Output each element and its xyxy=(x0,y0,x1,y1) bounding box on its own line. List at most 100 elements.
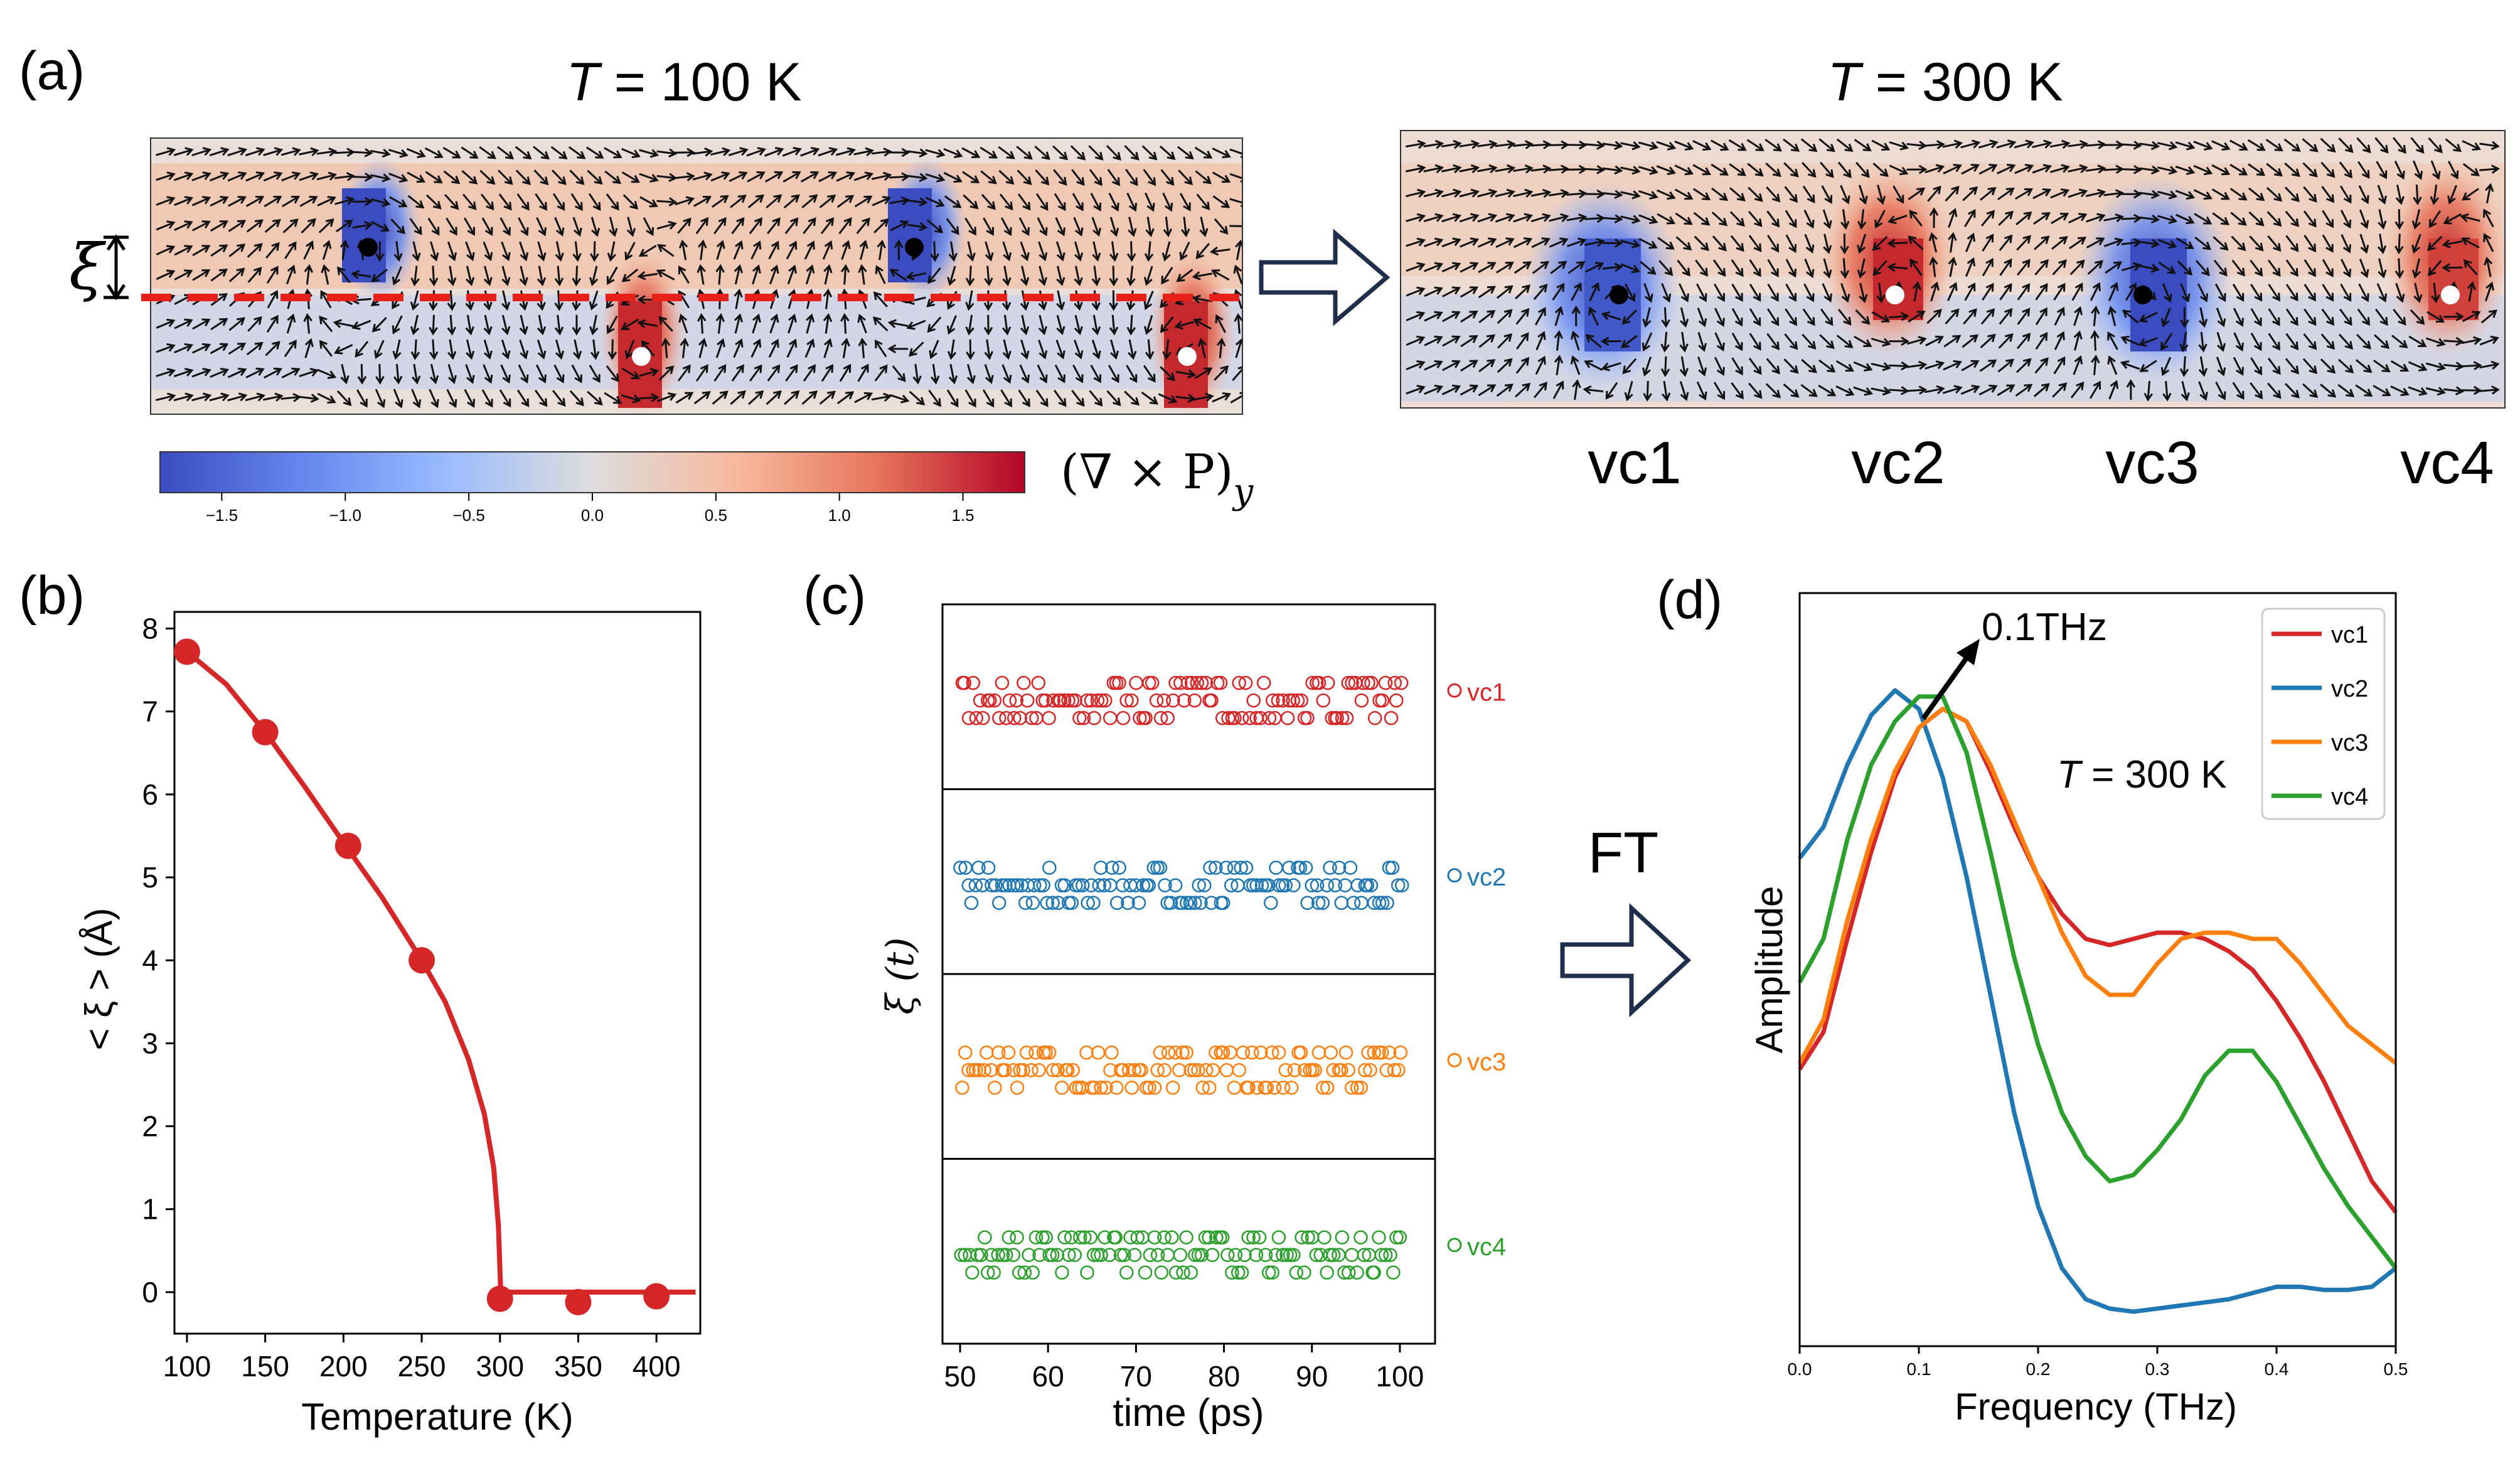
polarization-arrow xyxy=(626,217,636,237)
polarization-arrow xyxy=(442,147,461,159)
polarization-arrow xyxy=(734,313,744,334)
polarization-arrow xyxy=(357,363,367,385)
polarization-arrow xyxy=(569,390,584,407)
polarization-arrow xyxy=(174,220,193,231)
polarization-arrow xyxy=(1661,380,1671,402)
polarization-arrow xyxy=(2355,359,2373,373)
data-point xyxy=(1339,710,1354,725)
polarization-arrow xyxy=(228,196,247,207)
xi-symbol: ξ xyxy=(69,230,107,304)
polarization-arrow xyxy=(410,265,420,287)
polarization-arrow xyxy=(2213,236,2229,251)
polarization-arrow xyxy=(2411,258,2421,279)
polarization-arrow xyxy=(1964,209,1976,227)
polarization-arrow xyxy=(1159,145,1176,160)
polarization-arrow xyxy=(2090,355,2100,375)
polarization-arrow xyxy=(2322,234,2334,253)
polarization-arrow xyxy=(1442,286,1461,297)
polarization-arrow xyxy=(1942,385,1963,394)
polarization-arrow xyxy=(1765,162,1781,178)
polarization-arrow xyxy=(766,194,782,209)
polarization-arrow xyxy=(853,147,874,157)
polarization-arrow xyxy=(1496,285,1514,299)
data-point xyxy=(1334,896,1349,910)
data-point xyxy=(1187,693,1202,708)
data-point xyxy=(968,1063,983,1078)
polarization-arrow xyxy=(1091,265,1101,287)
polarization-arrow xyxy=(156,147,176,156)
polarization-arrow xyxy=(2194,213,2213,225)
polarization-arrow xyxy=(712,390,729,405)
polarization-arrow xyxy=(2483,233,2494,252)
polarization-arrow xyxy=(1055,340,1065,360)
polarization-arrow xyxy=(245,147,265,157)
polarization-arrow xyxy=(693,391,711,405)
data-point xyxy=(1109,1080,1124,1095)
data-point xyxy=(1220,1248,1235,1262)
polarization-arrow xyxy=(156,245,176,255)
polarization-arrow xyxy=(210,220,229,232)
polarization-arrow xyxy=(483,265,493,286)
polarization-arrow xyxy=(2322,210,2334,228)
data-point xyxy=(1113,1248,1128,1262)
data-point xyxy=(976,710,990,725)
polarization-arrow xyxy=(823,313,833,334)
polarization-arrow xyxy=(1620,215,1641,224)
polarization-arrow xyxy=(1602,165,1623,175)
data-point xyxy=(1203,860,1217,875)
polarization-arrow xyxy=(2408,335,2427,347)
polarization-arrow xyxy=(963,194,979,210)
polarization-arrow xyxy=(410,290,419,311)
polarization-arrow xyxy=(392,266,402,286)
polarization-arrow xyxy=(1460,311,1478,323)
polarization-arrow xyxy=(2337,358,2354,373)
polarization-arrow xyxy=(2250,308,2262,327)
legend-label-vc2: vc2 xyxy=(2331,676,2368,702)
data-point xyxy=(1278,1063,1293,1078)
polarization-arrow xyxy=(822,240,833,260)
polarization-arrow xyxy=(1406,335,1426,346)
data-point xyxy=(1051,896,1065,910)
polarization-arrow xyxy=(1853,361,1873,372)
polarization-arrow xyxy=(1571,282,1582,301)
polarization-arrow xyxy=(698,239,707,260)
data-point xyxy=(1354,693,1369,708)
polarization-arrow xyxy=(2483,256,2493,277)
polarization-arrow xyxy=(1871,362,1891,372)
data-point xyxy=(1028,1045,1043,1060)
data-point xyxy=(1252,1230,1267,1245)
polarization-arrow xyxy=(2090,282,2101,301)
polarization-arrow xyxy=(730,390,746,405)
polarization-arrow xyxy=(749,217,763,235)
polarization-arrow xyxy=(1893,185,1904,204)
polarization-arrow xyxy=(858,264,867,285)
polarization-arrow xyxy=(501,290,511,311)
polarization-arrow xyxy=(1785,283,1797,302)
data-point xyxy=(1287,1063,1302,1078)
polarization-arrow xyxy=(1675,212,1693,225)
data-point xyxy=(1286,878,1301,892)
polarization-arrow xyxy=(731,364,744,382)
polarization-arrow xyxy=(264,196,282,208)
polarization-arrow xyxy=(1692,188,1711,201)
polarization-arrow xyxy=(1110,339,1119,360)
polarization-arrow xyxy=(1496,383,1514,397)
polarization-arrow xyxy=(1929,256,1938,277)
polarization-arrow xyxy=(621,394,641,404)
polarization-arrow xyxy=(801,390,818,405)
data-point xyxy=(1064,896,1079,910)
polarization-arrow xyxy=(946,218,959,235)
polarization-arrow xyxy=(1697,332,1707,352)
polarization-arrow xyxy=(697,313,707,334)
polarization-arrow xyxy=(228,343,247,355)
polarization-arrow xyxy=(734,264,744,285)
polarization-arrow xyxy=(2302,138,2319,153)
data-point xyxy=(1394,675,1409,690)
polarization-arrow xyxy=(1179,193,1191,211)
polarization-arrow xyxy=(2139,165,2160,175)
polarization-arrow xyxy=(191,196,211,206)
polarization-arrow xyxy=(2322,259,2334,278)
polarization-arrow xyxy=(1945,185,1960,202)
data-point xyxy=(998,1063,1012,1078)
